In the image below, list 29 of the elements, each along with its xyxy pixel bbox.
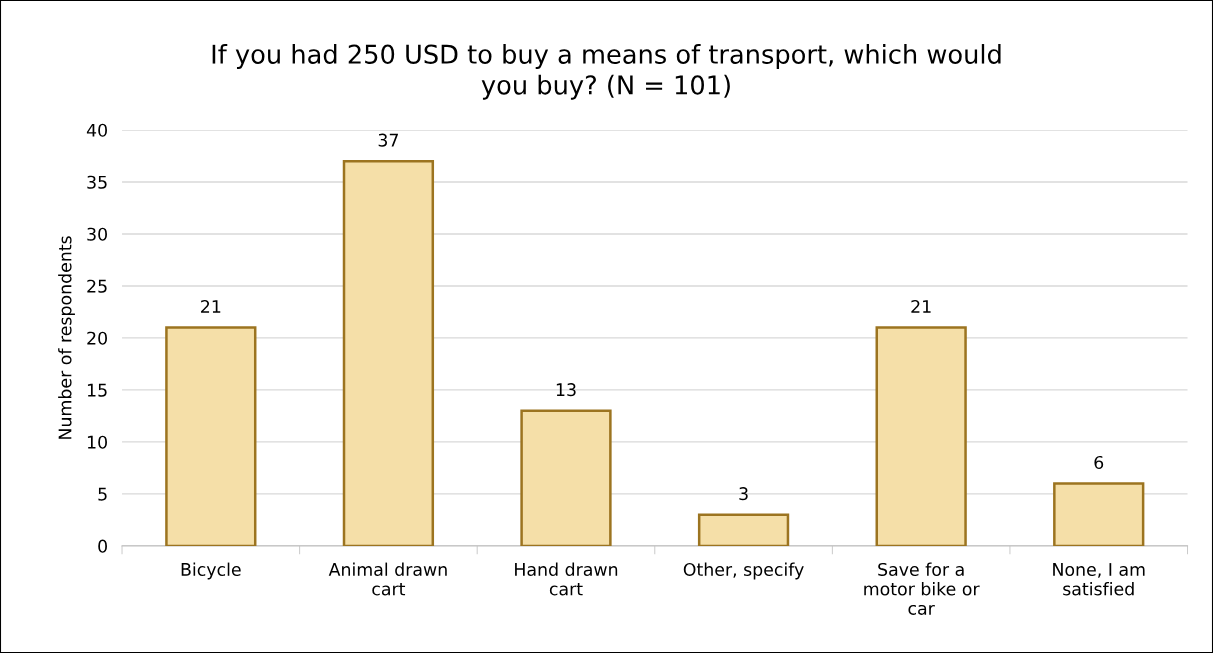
chart-title: If you had 250 USD to buy a means of transport, which would you buy? (N = 101) xyxy=(212,44,1001,100)
y-tick-label: 30 xyxy=(87,227,107,241)
y-tick-label: 25 xyxy=(87,279,107,293)
y-tick-label: 5 xyxy=(98,487,107,501)
y-tick-label: 35 xyxy=(87,175,107,189)
data-label: 37 xyxy=(378,133,398,147)
data-label: 13 xyxy=(556,383,576,397)
bar xyxy=(697,513,790,546)
y-tick-label: 15 xyxy=(87,383,107,397)
y-tick-label: 0 xyxy=(98,539,107,553)
bar xyxy=(342,159,435,546)
data-label: 21 xyxy=(201,299,221,313)
x-tick-label: Animal drawn cart xyxy=(328,562,447,596)
data-label: 6 xyxy=(1094,455,1104,470)
x-tick-label: Save for a motor bike or car xyxy=(864,562,980,615)
bar xyxy=(520,409,612,546)
x-tick-label: Hand drawn cart xyxy=(515,562,618,596)
x-tick-label: Bicycle xyxy=(181,562,241,580)
bar xyxy=(875,326,967,546)
data-label: 21 xyxy=(911,299,931,313)
bar xyxy=(1053,482,1145,546)
y-tick-label: 40 xyxy=(86,123,107,137)
y-tick-label: 20 xyxy=(87,331,107,345)
data-label: 3 xyxy=(739,487,748,501)
x-tick-label: None, I am satisfied xyxy=(1053,563,1145,596)
y-axis-title: Number of respondents xyxy=(58,236,75,439)
y-tick-label: 10 xyxy=(87,435,107,449)
bar xyxy=(165,326,257,546)
x-tick-label: Other, specify xyxy=(683,562,804,580)
